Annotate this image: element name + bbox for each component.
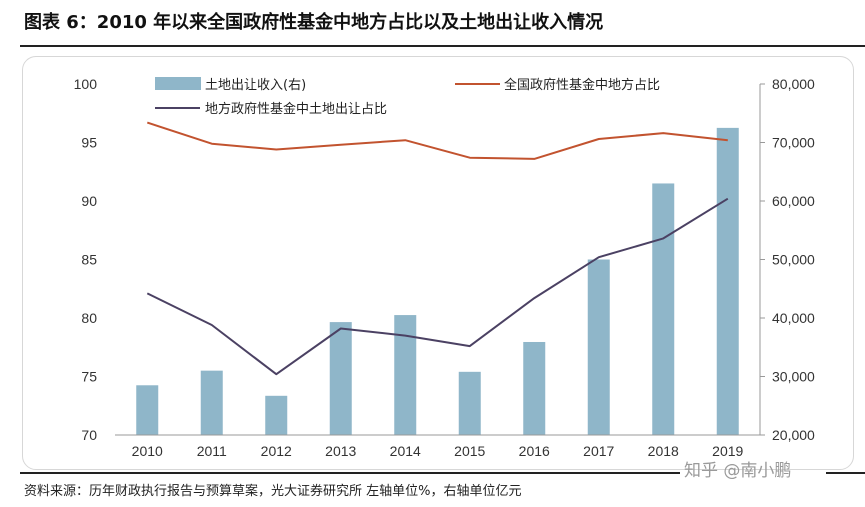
bar-2011: [200, 370, 223, 435]
right-tick-label: 60,000: [772, 193, 815, 209]
x-tick-label: 2011: [197, 443, 227, 459]
right-tick-label: 40,000: [772, 310, 815, 326]
x-tick-label: 2010: [132, 443, 163, 459]
left-tick-label: 95: [81, 135, 97, 151]
x-tick-label: 2014: [390, 443, 421, 459]
line-series: [146, 121, 729, 376]
source-note: 资料来源：历年财政执行报告与预算草案，光大证券研究所 左轴单位%，右轴单位亿元: [24, 484, 522, 499]
left-tick-label: 75: [81, 369, 97, 385]
bar-2013: [329, 322, 352, 435]
bar-2014: [394, 315, 417, 435]
x-tick-label: 2019: [712, 443, 743, 459]
bar-2012: [265, 395, 288, 435]
left-tick-label: 100: [74, 76, 98, 92]
left-tick-label: 80: [81, 310, 97, 326]
x-tick-label: 2015: [454, 443, 485, 459]
right-tick-label: 30,000: [772, 369, 815, 385]
bar-2017: [587, 259, 610, 435]
x-tick-label: 2013: [325, 443, 356, 459]
source-divider-right: [826, 472, 865, 474]
bar-2016: [523, 341, 546, 435]
watermark: 知乎 @南小鹏: [684, 461, 792, 481]
right-tick-label: 20,000: [772, 427, 815, 443]
title-divider: [20, 45, 865, 47]
right-tick-label: 70,000: [772, 135, 815, 151]
line-local-share: [146, 121, 728, 160]
right-tick-label: 50,000: [772, 252, 815, 268]
x-tick-label: 2017: [583, 443, 614, 459]
legend-swatch-land-revenue: [155, 77, 201, 90]
left-tick-label: 85: [81, 252, 97, 268]
chart-frame: [22, 56, 854, 470]
bar-2015: [458, 371, 481, 435]
left-tick-label: 90: [81, 193, 97, 209]
legend-label-land-revenue: 土地出让收入(右): [205, 78, 306, 93]
source-divider: [20, 472, 680, 474]
right-tick-label: 80,000: [772, 76, 815, 92]
axes: 100 95 90 85 80 75 70 80,000 70,000 60,000 50,000 4…: [74, 76, 815, 459]
left-tick-label: 70: [81, 427, 97, 443]
x-tick-label: 2012: [261, 443, 292, 459]
chart-title: 图表 6：2010 年以来全国政府性基金中地方占比以及土地出让收入情况: [24, 12, 604, 33]
bar-2010: [136, 385, 159, 435]
x-tick-label: 2016: [519, 443, 550, 459]
legend-label-land-share: 地方政府性基金中土地出让占比: [205, 101, 387, 117]
bar-2018: [652, 183, 675, 435]
bar-2019: [716, 127, 739, 435]
x-tick-label: 2018: [648, 443, 679, 459]
line-land-share: [146, 197, 729, 376]
legend-label-local-share: 全国政府性基金中地方占比: [504, 77, 660, 93]
bar-series: [136, 127, 739, 435]
